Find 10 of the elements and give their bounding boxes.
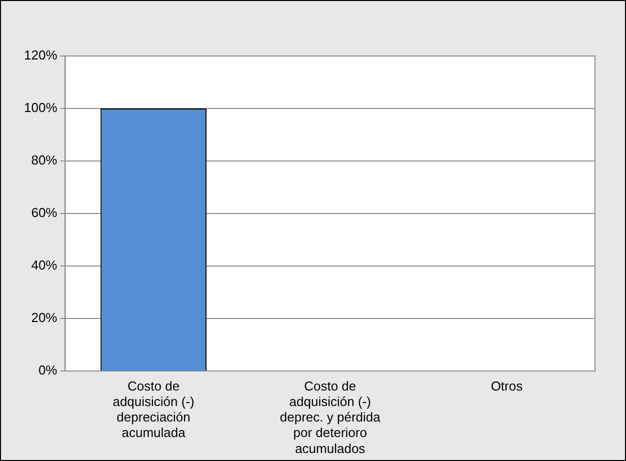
y-tick-label: 80% (31, 152, 58, 168)
x-tick-label: Costo de adquisición (-) depreciación acumulada (112, 378, 194, 440)
y-tick-label: 60% (31, 205, 58, 220)
x-tick-label: Costo de adquisición (-) deprec. y pérdida por deterioro acumulados (280, 378, 382, 456)
y-tick-label: 0% (38, 362, 58, 378)
y-tick-label: 100% (24, 100, 58, 116)
y-tick-label: 120% (24, 48, 58, 63)
x-tick-label: Otros (490, 378, 524, 394)
y-tick-label: 40% (31, 258, 58, 273)
y-tick-label: 20% (31, 310, 58, 326)
